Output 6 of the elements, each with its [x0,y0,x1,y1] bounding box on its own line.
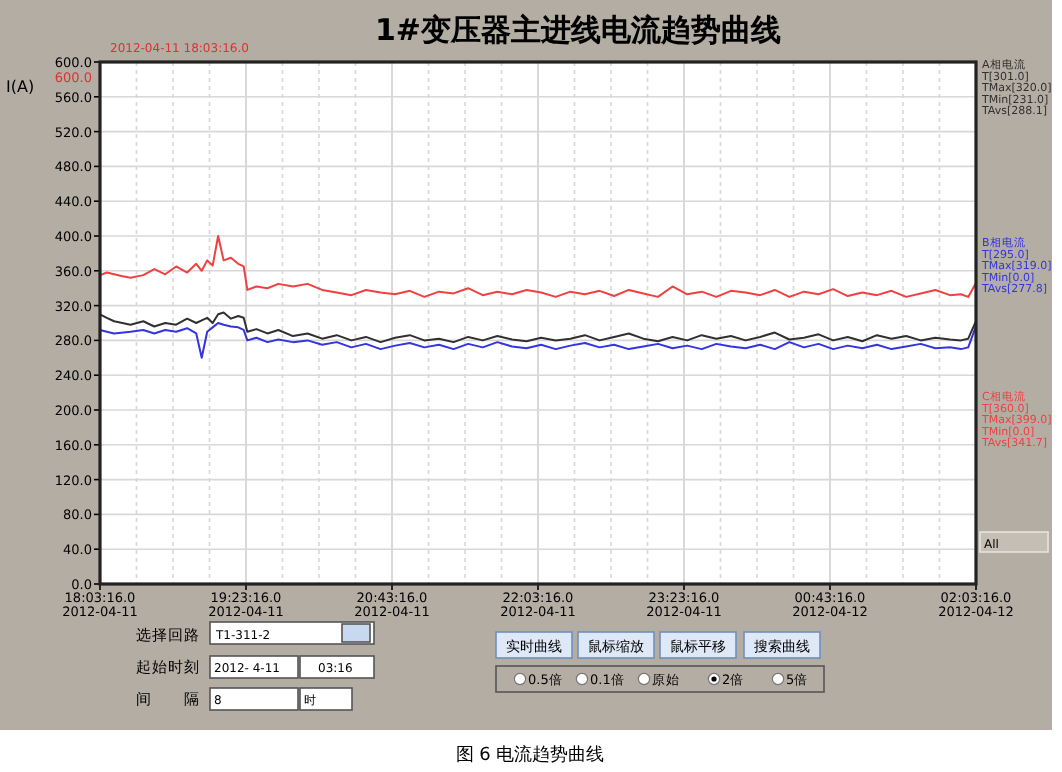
chart-title: 1#变压器主进线电流趋势曲线 [374,12,782,48]
line-series [99,235,977,298]
line-series [99,322,977,359]
caption: 图 6 电流趋势曲线 [455,744,605,766]
y-axis-title: I(A) [6,78,35,96]
line-series [99,311,977,344]
